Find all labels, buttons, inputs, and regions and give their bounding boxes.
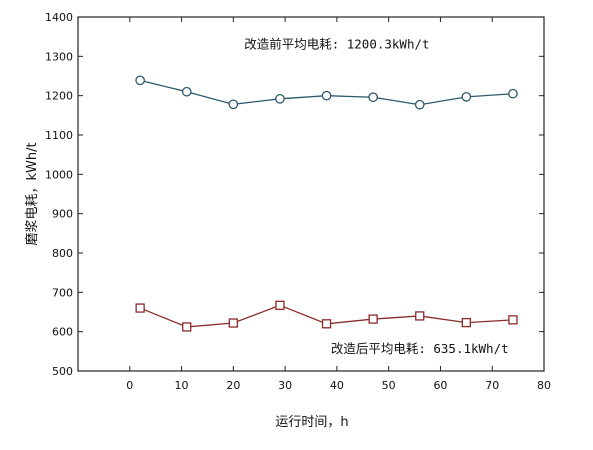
- y-tick-label-6: 1100: [45, 129, 73, 142]
- annotation-after: 改造后平均电耗: 635.1kWh/t: [331, 341, 509, 356]
- series-0-point-6: [414, 99, 425, 110]
- series-0-point-0: [135, 75, 145, 86]
- x-tick-label-8: 80: [537, 379, 551, 392]
- x-tick-label-7: 70: [485, 379, 499, 392]
- annotation-before: 改造前平均电耗: 1200.3kWh/t: [244, 36, 429, 51]
- y-axis-title: 磨浆电耗，kWh/t: [25, 142, 40, 245]
- x-tick-label-5: 50: [382, 379, 396, 392]
- series-1-point-3: [275, 300, 285, 310]
- x-tick-label-0: 0: [126, 379, 133, 392]
- plot-frame: [77, 16, 545, 372]
- series-0-point-5: [368, 92, 378, 103]
- x-tick-label-6: 60: [433, 379, 447, 392]
- series-1-point-2: [228, 318, 238, 328]
- y-tick-label-9: 1400: [45, 11, 73, 24]
- series-0-point-3: [275, 93, 285, 104]
- series-layer: [135, 75, 518, 332]
- y-tick-label-7: 1200: [45, 90, 73, 103]
- y-tick-label-4: 900: [52, 208, 73, 221]
- series-1-point-0: [135, 303, 145, 313]
- series-1-point-7: [461, 317, 471, 328]
- x-axis-title: 运行时间，h: [275, 415, 348, 430]
- text-layer: 运行时间，h 磨浆电耗，kWh/t 改造前平均电耗: 1200.3kWh/t 改…: [25, 36, 509, 430]
- series-0: [135, 75, 518, 110]
- y-tick-label-8: 1300: [45, 50, 73, 63]
- y-tick-label-5: 1000: [45, 168, 73, 181]
- y-tick-label-0: 500: [52, 365, 73, 378]
- series-1-point-1: [182, 322, 192, 332]
- axes-layer: 0 10 20 30 40 50 60 70 80 500 600 700 800 900 1000 1100…: [45, 11, 551, 392]
- x-tick-label-4: 40: [330, 379, 344, 392]
- series-0-point-8: [508, 88, 518, 99]
- x-tick-label-2: 20: [226, 379, 240, 392]
- x-tick-label-3: 30: [278, 379, 292, 392]
- y-tick-label-3: 800: [52, 247, 73, 260]
- series-1: [135, 300, 518, 332]
- series-1-point-6: [415, 311, 425, 321]
- series-0-point-4: [321, 90, 332, 101]
- y-tick-label-2: 700: [52, 286, 73, 299]
- series-1-point-4: [321, 319, 332, 329]
- series-1-point-8: [508, 315, 518, 325]
- x-tick-label-1: 10: [175, 379, 189, 392]
- series-0-point-7: [461, 91, 472, 102]
- y-tick-label-1: 600: [52, 326, 73, 339]
- series-0-point-2: [228, 99, 239, 110]
- series-0-point-1: [181, 86, 192, 97]
- series-1-point-5: [368, 314, 378, 324]
